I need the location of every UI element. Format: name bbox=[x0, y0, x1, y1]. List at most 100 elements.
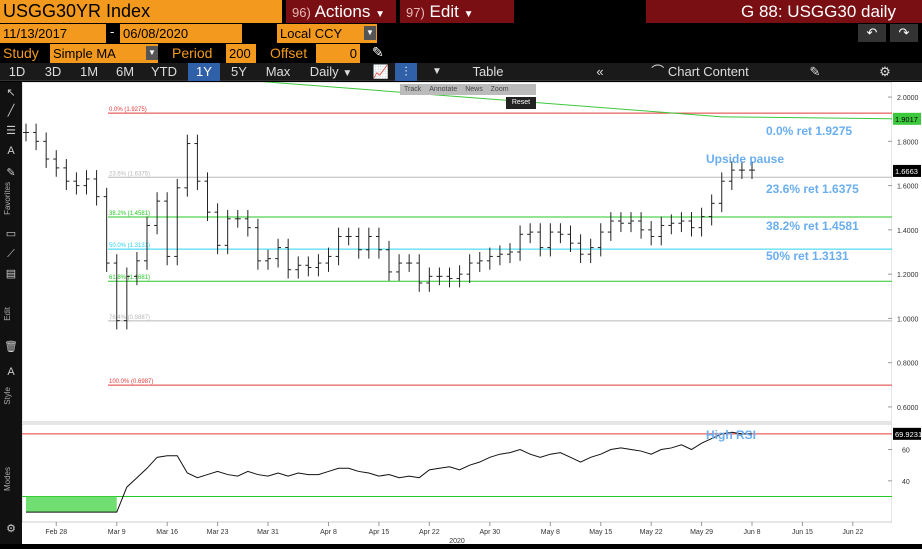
annotation-fib-0: 0.0% ret 1.9275 bbox=[766, 124, 853, 138]
period-ytd[interactable]: YTD bbox=[151, 64, 177, 79]
x-tick-label: Mar 31 bbox=[257, 529, 279, 536]
chevron-down-icon[interactable]: ▼ bbox=[364, 26, 376, 40]
fib-small-label: 0.0% (1.9275) bbox=[109, 107, 147, 113]
y-tick-label: 1.0000 bbox=[897, 316, 919, 323]
chevron-down-icon[interactable]: ▼ bbox=[146, 46, 158, 60]
period-max[interactable]: Max bbox=[265, 64, 291, 79]
frequency-value: Daily bbox=[309, 64, 339, 79]
period-1y[interactable]: 1Y bbox=[188, 63, 220, 81]
fib-small-label: 61.8% (1.1681) bbox=[109, 275, 150, 281]
currency-select[interactable]: Local CCY bbox=[277, 24, 377, 43]
x-tick-label: May 8 bbox=[541, 529, 560, 536]
actions-button[interactable]: 96) Actions ▼ bbox=[286, 0, 396, 23]
track-tool[interactable]: Track bbox=[404, 86, 422, 93]
study-value: Simple MA bbox=[53, 46, 116, 61]
study-select[interactable]: Simple MA bbox=[50, 44, 158, 63]
line-tool-icon[interactable]: ⟋ bbox=[7, 248, 15, 260]
period-1d[interactable]: 1D bbox=[8, 64, 26, 79]
y-tick-label: 1.2000 bbox=[897, 272, 919, 279]
gear-icon[interactable]: ⚙ bbox=[6, 523, 16, 535]
ma-200-line bbox=[201, 76, 723, 118]
period-6m[interactable]: 6M bbox=[115, 64, 135, 79]
chart-toolbar: 1D 3D 1M 6M YTD 1Y 5Y Max Daily ▼ 📈 ⫶ ▼ … bbox=[0, 63, 922, 81]
range-separator: - bbox=[110, 24, 115, 39]
news-tool[interactable]: News bbox=[465, 86, 483, 93]
x-tick-label: Jun 22 bbox=[842, 529, 863, 536]
pen-icon[interactable]: ✎ bbox=[372, 44, 384, 60]
offset-input[interactable]: 0 bbox=[316, 44, 360, 63]
annotation-upside-pause: Upside pause bbox=[706, 152, 785, 166]
ma-value-badge-bg bbox=[893, 112, 921, 125]
period-1m[interactable]: 1M bbox=[79, 64, 99, 79]
x-tick-label: Apr 22 bbox=[419, 529, 440, 536]
style-label: Style bbox=[3, 387, 12, 405]
fib-small-label: 76.4% (0.9887) bbox=[109, 315, 150, 321]
trash-icon[interactable]: 🗑 bbox=[4, 341, 18, 353]
edit-label: Edit bbox=[429, 2, 459, 21]
right-axis-panel bbox=[892, 82, 922, 544]
chart-content-label: Chart Content bbox=[667, 64, 749, 79]
undo-icon[interactable]: ↶ bbox=[858, 24, 886, 42]
table-button[interactable]: Table bbox=[472, 64, 504, 79]
period-3d[interactable]: 3D bbox=[44, 64, 62, 79]
favorites-label: Favorites bbox=[3, 182, 12, 215]
fib-small-label: 100.0% (0.6987) bbox=[109, 379, 153, 385]
brush-icon[interactable]: ✎ bbox=[6, 167, 16, 179]
annotation-fib-236: 23.6% ret 1.6375 bbox=[766, 182, 859, 196]
frequency-select[interactable]: Daily ▼ bbox=[302, 63, 360, 81]
currency-value: Local CCY bbox=[280, 26, 343, 41]
last-price-badge: 1.6663 bbox=[895, 167, 918, 176]
actions-label: Actions bbox=[314, 2, 371, 21]
reset-button[interactable]: Reset bbox=[506, 97, 536, 109]
period-5y[interactable]: 5Y bbox=[231, 64, 247, 79]
edit-chart-icon[interactable]: ✎ bbox=[809, 64, 821, 79]
title-bar: USGG30YR Index 96) Actions ▼ 97) Edit ▼ … bbox=[0, 0, 922, 23]
fib-small-label: 38.2% (1.4581) bbox=[109, 211, 150, 217]
rectangle-icon[interactable]: ▭ bbox=[5, 228, 17, 240]
y-tick-label: 1.4000 bbox=[897, 228, 919, 235]
x-tick-label: Feb 28 bbox=[45, 529, 67, 536]
cursor-icon[interactable]: ↖ bbox=[6, 87, 16, 99]
x-tick-label: May 29 bbox=[690, 529, 713, 536]
rsi-tick-label: 40 bbox=[902, 479, 910, 486]
y-tick-label: 1.8000 bbox=[897, 139, 919, 146]
date-range-bar: 11/13/2017 - 06/08/2020 Local CCY ▼ ↶ ↷ bbox=[0, 23, 922, 43]
line-chart-icon[interactable]: 📈 bbox=[372, 64, 390, 79]
chevron-down-icon: ▼ bbox=[375, 9, 385, 20]
rsi-value-badge-bg bbox=[893, 427, 921, 440]
chart-content-button[interactable]: ⌒ Chart Content bbox=[640, 63, 760, 81]
end-date-input[interactable]: 06/08/2020 bbox=[120, 24, 242, 43]
channel-icon[interactable]: ▤ bbox=[5, 268, 17, 280]
annotate-tool[interactable]: Annotate bbox=[429, 86, 458, 93]
chevron-down-icon: ▼ bbox=[342, 68, 353, 79]
bar-chart-icon[interactable]: ⫶ bbox=[395, 63, 417, 81]
start-date-input[interactable]: 11/13/2017 bbox=[0, 24, 106, 43]
fib-small-label: 50.0% (1.3131) bbox=[109, 243, 150, 249]
collapse-icon[interactable]: « bbox=[596, 64, 604, 79]
edit-button[interactable]: 97) Edit ▼ bbox=[400, 0, 514, 23]
letter-a-icon[interactable]: A bbox=[7, 366, 15, 378]
x-tick-label: Jun 8 bbox=[743, 529, 760, 536]
period-input[interactable]: 200 bbox=[226, 44, 256, 63]
rsi-value-badge: 69.9231 bbox=[895, 430, 922, 439]
rsi-line bbox=[26, 431, 752, 513]
fibonacci-icon[interactable]: ☰ bbox=[6, 125, 16, 137]
x-tick-label: Jun 15 bbox=[792, 529, 813, 536]
draw-line-icon[interactable]: ╱ bbox=[7, 105, 15, 117]
modes-label: Modes bbox=[3, 467, 12, 492]
edit-number: 97) bbox=[406, 5, 425, 20]
period-label: Period bbox=[172, 45, 213, 61]
last-price-badge-bg bbox=[893, 164, 921, 177]
chart-area[interactable]: 2.0000 1.8000 1.6000 1.4000 1.2000 1.0000 0.80… bbox=[21, 76, 922, 545]
actions-number: 96) bbox=[292, 5, 311, 20]
rsi-tick-label: 60 bbox=[902, 448, 910, 455]
gear-icon[interactable]: ⚙ bbox=[879, 64, 891, 79]
left-toolbar: ↖ ╱ ☰ A ✎ Favorites ▭ ⟋ ▤ Edit 🗑 A Style… bbox=[0, 82, 22, 544]
x-tick-label: Mar 16 bbox=[156, 529, 178, 536]
ticker-field[interactable]: USGG30YR Index bbox=[0, 0, 282, 23]
text-icon[interactable]: A bbox=[7, 145, 15, 157]
chevron-down-icon[interactable]: ▼ bbox=[432, 66, 442, 77]
redo-icon[interactable]: ↷ bbox=[890, 24, 918, 42]
zoom-tool[interactable]: Zoom bbox=[490, 86, 509, 93]
ma-value-badge: 1.9017 bbox=[895, 115, 918, 124]
